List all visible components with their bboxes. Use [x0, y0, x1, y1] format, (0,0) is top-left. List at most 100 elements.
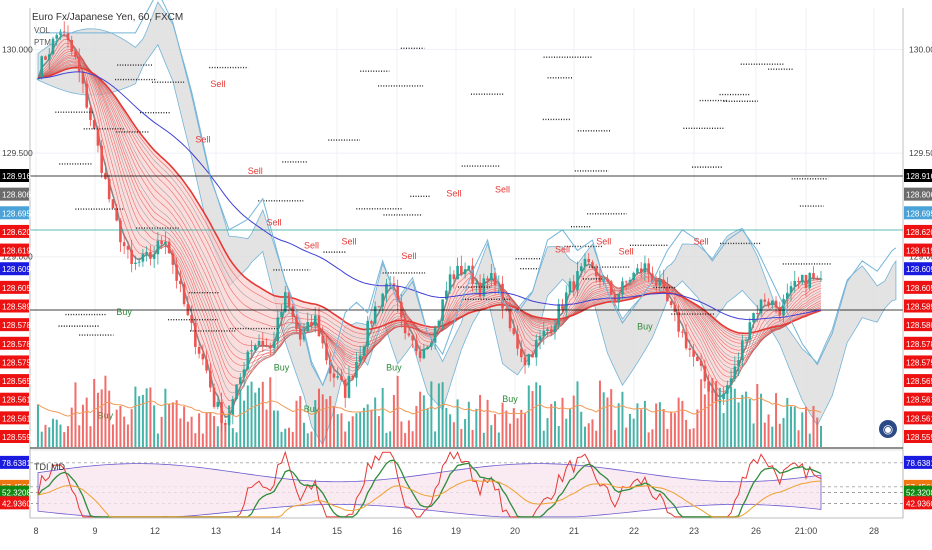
volume-bar [317, 388, 320, 447]
candle-body [647, 263, 650, 274]
candle-body [726, 385, 729, 394]
sell-signal: Sell [495, 184, 510, 194]
candle-body [448, 274, 452, 291]
volume-bar [228, 405, 231, 447]
candle-body [115, 208, 118, 221]
volume-bar [479, 394, 482, 447]
volume-bar [201, 433, 204, 447]
candle-body [460, 265, 463, 275]
candle-body [546, 329, 549, 331]
candle-body [681, 331, 684, 333]
volume-bar [123, 416, 126, 447]
volume-bar [670, 411, 673, 447]
candle-body [621, 281, 624, 295]
x-tick-label: 8 [33, 526, 38, 536]
volume-bar [550, 403, 553, 447]
volume-bar [85, 397, 88, 447]
candle-body [272, 341, 276, 349]
candle-body [624, 281, 628, 283]
candle-body [501, 283, 504, 309]
candle-body [96, 128, 100, 146]
candle-body [265, 345, 268, 347]
candle-body [224, 423, 227, 425]
volume-bar [48, 427, 51, 447]
volume-bar [216, 426, 219, 447]
volume-bar [471, 429, 474, 447]
volume-bar [392, 395, 395, 447]
volume-bar [797, 430, 800, 447]
volume-bar [745, 391, 748, 447]
volume-bar [741, 394, 744, 447]
dotted-levels [30, 47, 903, 336]
volume-bar [542, 430, 545, 447]
price-label-box [904, 224, 932, 238]
oscillator-mid-line [37, 479, 822, 518]
candle-body [433, 327, 437, 343]
volume-bar [520, 409, 523, 447]
tradingview-logo[interactable]: ◉ [879, 420, 897, 438]
price-label-text: 128.578 [2, 321, 31, 330]
volume-bar [235, 432, 238, 447]
volume-bar [411, 431, 414, 447]
x-tick-label: 20 [510, 526, 520, 536]
candle-body [478, 282, 482, 297]
price-label-text: 128.605 [906, 284, 932, 293]
candle-body [733, 366, 737, 379]
candle-body [561, 304, 564, 310]
volume-bar [419, 391, 422, 447]
volume-bar [145, 388, 148, 447]
volume-bar [801, 412, 804, 447]
osc-label-text: 52.3208 [906, 489, 932, 498]
volume-bar [430, 381, 433, 447]
volume-bar [355, 413, 358, 447]
ribbon-line [37, 53, 822, 373]
candle-body [493, 273, 497, 286]
x-tick-label: 21 [569, 526, 579, 536]
candle-body [100, 145, 103, 173]
volume-bar [59, 424, 62, 447]
volume-bar [640, 409, 643, 447]
candle-body [696, 356, 699, 362]
osc-label-text: 42.9360 [906, 499, 932, 508]
volume-bar [497, 432, 500, 447]
volume-bar [568, 409, 571, 447]
volume-bar [51, 418, 54, 447]
price-label-box [0, 243, 29, 257]
volume-bar [284, 428, 287, 447]
y-tick-label-left: 129.500 [2, 148, 33, 158]
candle-body [808, 273, 812, 288]
volume-bar [692, 428, 695, 447]
candle-body [70, 40, 74, 52]
candle-body [253, 345, 257, 351]
price-label-text: 128.575 [2, 358, 31, 367]
volume-bar [775, 393, 778, 447]
candle-body [722, 393, 725, 400]
osc-label-box-left [0, 485, 29, 499]
ribbon-line [37, 66, 822, 335]
volume-bar [340, 413, 343, 447]
volume-bar [70, 407, 73, 447]
candle-body [261, 340, 265, 346]
volume-bar [186, 421, 189, 447]
sell-signal: Sell [555, 245, 570, 255]
volume-bar [78, 425, 81, 447]
volume-bar [295, 400, 298, 447]
candle-body [51, 38, 55, 55]
volume-bar [662, 409, 665, 447]
volume-bar [771, 426, 774, 447]
price-label-box [0, 430, 29, 443]
sell-signal: Sell [248, 166, 263, 176]
y-tick-label: 130.000 [909, 44, 932, 54]
price-label-text: 128.561 [2, 396, 31, 405]
candle-body [737, 360, 740, 367]
volume-bar [482, 432, 485, 447]
candle-body [351, 375, 354, 378]
candle-body [268, 346, 272, 349]
candle-body [328, 360, 332, 374]
volume-bar [730, 386, 733, 447]
price-label-box [0, 280, 29, 294]
candle-body [141, 254, 145, 262]
volume-bar [359, 412, 362, 447]
volume-bar [329, 395, 332, 447]
candle-body [358, 355, 362, 362]
